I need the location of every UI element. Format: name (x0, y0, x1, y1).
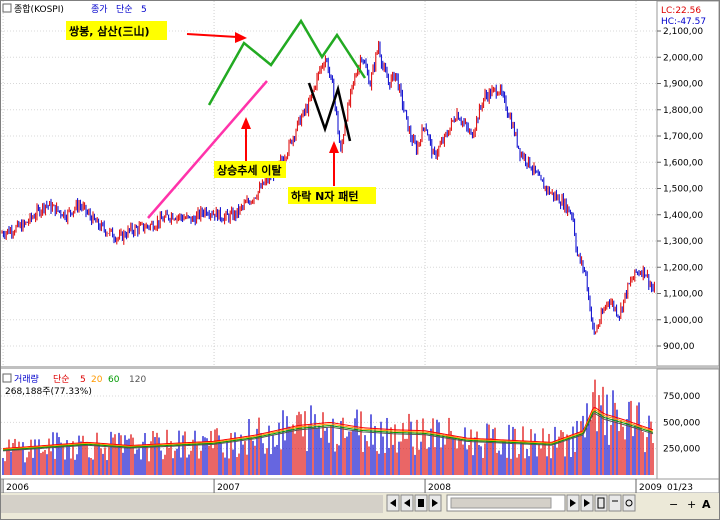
price-tick-label: 1,800,00 (663, 106, 703, 116)
price-tick-label: 1,700,00 (663, 132, 703, 142)
volume-name: 거래량 (14, 373, 39, 385)
x-axis-label: 2008 (428, 483, 451, 493)
volume-series (2, 379, 654, 475)
volume-period-120: 120 (129, 375, 146, 385)
volume-axis-labels: 750,000 500,000 250,000 (663, 392, 700, 455)
volume-ma-line (2, 410, 654, 451)
indicator-period: 5 (141, 5, 147, 15)
uptrend-line (147, 80, 268, 219)
price-axis-area (656, 0, 720, 367)
lc-readout: LC:22.56 (661, 6, 701, 16)
price-tick-label: 2,100,00 (663, 27, 703, 37)
volume-period-20: 20 (91, 375, 103, 385)
zoom-in-button[interactable]: + (687, 498, 696, 511)
annotations: 쌍봉, 삼산(三山) 상승추세 이탈 하락 N자 패턴 (66, 18, 376, 219)
x-axis-right-date: 01/23 (667, 483, 693, 493)
hc-readout: HC:-47.57 (661, 17, 706, 27)
label-n-pattern: 하락 N자 패턴 (291, 189, 358, 203)
price-tick-label: 1,400,00 (663, 211, 703, 221)
price-tick-label: 1,100,00 (663, 290, 703, 300)
x-axis-label: 2007 (217, 483, 240, 493)
volume-legend: 거래량 단순 5 20 60 120 268,188주(77.33%) (2, 373, 146, 397)
zoom-out-button[interactable]: − (669, 498, 678, 511)
x-axis-labels: 2006 2007 2008 2009 (2, 479, 662, 493)
label-double-triple: 쌍봉, 삼산(三山) (69, 24, 150, 38)
settings-button[interactable] (622, 494, 636, 512)
volume-period-5: 5 (80, 375, 86, 385)
price-tick-label: 1,300,00 (663, 237, 703, 247)
arrow-left-icon (390, 499, 396, 507)
price-legend: 종합(KOSPI) 종가 단순 5 (2, 3, 147, 15)
x-axis-area (0, 478, 720, 494)
volume-tick-label: 250,000 (663, 445, 700, 455)
volume-ma-line (2, 412, 654, 452)
list-toggle-button[interactable] (608, 494, 622, 512)
volume-type: 단순 (53, 374, 70, 385)
panel-splitter[interactable] (1, 366, 719, 369)
volume-moving-averages (2, 406, 654, 452)
n-pattern-line (307, 82, 352, 142)
price-tick-label: 900,00 (663, 342, 695, 352)
volume-legend-toggle-icon[interactable] (2, 373, 12, 383)
stop-icon (418, 499, 424, 507)
arrow-to-n-pattern (329, 141, 339, 186)
price-series (1, 40, 655, 335)
nav-buttons (386, 494, 636, 512)
price-axis-labels: 2,100,00 2,000,00 1,900,00 1,800,00 1,700,00… (657, 27, 703, 352)
arrow-to-peaks (186, 32, 247, 43)
price-tick-label: 1,600,00 (663, 158, 703, 168)
scroll-thumb[interactable] (450, 497, 552, 509)
scroll-track-left[interactable] (1, 495, 383, 513)
volume-ma-line (2, 408, 654, 450)
volume-tick-label: 750,000 (663, 392, 700, 402)
step-forward-icon (432, 499, 438, 507)
x-axis-label: 2009 (639, 483, 662, 493)
price-tick-label: 2,000,00 (663, 53, 703, 63)
indicator-type: 단순 (116, 4, 133, 15)
grid-icon (597, 497, 605, 509)
arrow-right-icon (570, 499, 576, 507)
price-tick-label: 1,500,00 (663, 185, 703, 195)
label-trend-break: 상승추세 이탈 (217, 163, 282, 177)
volume-tick-label: 500,000 (663, 418, 700, 428)
auto-scale-button[interactable]: A (702, 498, 711, 511)
step-back-icon (404, 499, 410, 507)
volume-period-60: 60 (108, 375, 120, 385)
scroll-end-icon (584, 499, 590, 507)
label-box-peaks (66, 21, 167, 40)
price-tick-label: 1,000,00 (663, 316, 703, 326)
label-box-trendbreak (214, 161, 286, 178)
x-axis-label: 2006 (6, 483, 29, 493)
price-tick-label: 1,200,00 (663, 263, 703, 273)
volume-ma-line (2, 406, 654, 450)
triple-top-pattern (207, 18, 367, 106)
gear-icon (625, 499, 633, 507)
volume-current-value: 268,188주(77.33%) (5, 386, 92, 397)
grid-toggle-button[interactable] (594, 494, 608, 512)
label-box-n-pattern (288, 187, 376, 204)
price-tick-label: 1,900,00 (663, 80, 703, 90)
instrument-name: 종합(KOSPI) (14, 4, 64, 15)
indicator-name: 종가 (91, 4, 108, 15)
legend-toggle-icon[interactable] (2, 3, 12, 13)
price-plot-area (1, 1, 657, 366)
volume-grid (1, 395, 657, 450)
arrow-to-trendbreak (241, 117, 251, 161)
